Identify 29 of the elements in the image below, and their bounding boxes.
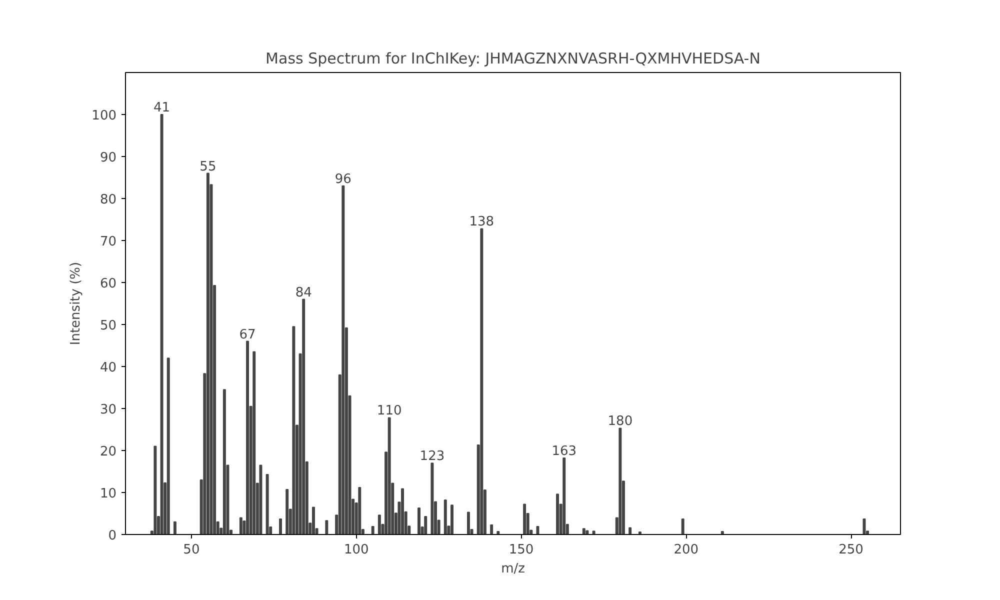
y-tick-label: 70 xyxy=(100,234,117,250)
y-tick-label: 90 xyxy=(100,150,117,166)
x-axis-title: m/z xyxy=(501,562,526,576)
annotation: 180 xyxy=(608,414,633,430)
chart-title: Mass Spectrum for InChIKey: JHMAGZNXNVASRH-QXMHVHEDSA-N xyxy=(266,50,760,68)
y-tick-label: 0 xyxy=(108,528,117,544)
annotation: 110 xyxy=(376,404,402,419)
x-tick-label: 100 xyxy=(344,542,369,558)
y-tick-label: 50 xyxy=(100,318,117,334)
annotation: 123 xyxy=(420,449,445,464)
y-tick-label: 30 xyxy=(100,402,117,418)
y-tick-label: 20 xyxy=(100,444,117,460)
y-tick-label: 60 xyxy=(100,276,117,292)
x-tick-label: 150 xyxy=(508,542,534,558)
y-tick-label: 80 xyxy=(100,192,117,208)
annotation: 55 xyxy=(200,159,216,174)
annotation: 41 xyxy=(154,100,170,116)
x-tick-label: 50 xyxy=(183,542,200,558)
y-tick-label: 100 xyxy=(92,108,117,124)
y-tick-label: 40 xyxy=(100,360,117,376)
annotation: 163 xyxy=(552,444,577,460)
x-tick-label: 250 xyxy=(838,542,864,558)
y-axis-title: Intensity (%) xyxy=(68,262,84,346)
x-tick-label: 200 xyxy=(674,542,699,558)
annotation: 84 xyxy=(295,285,312,300)
annotation: 67 xyxy=(239,327,256,342)
y-tick-label: 10 xyxy=(100,486,117,502)
annotation: 96 xyxy=(334,172,352,187)
annotation: 138 xyxy=(469,214,494,230)
